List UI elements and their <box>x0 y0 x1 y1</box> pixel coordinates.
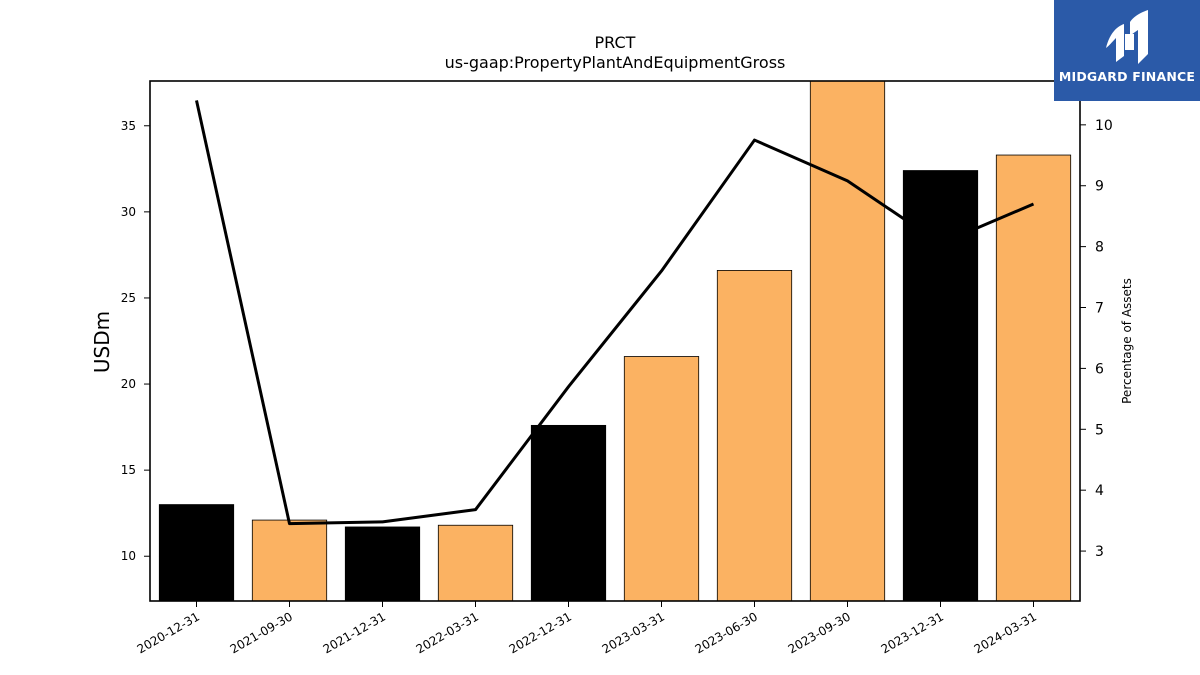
midgard-logo-icon <box>1106 10 1148 64</box>
chart-title: PRCT <box>595 33 636 52</box>
x-tick-label: 2022-12-31 <box>507 609 574 656</box>
x-tick-label: 2021-12-31 <box>321 609 388 656</box>
y-axis-label: USDm <box>90 311 114 373</box>
y-tick-label: 10 <box>121 549 136 563</box>
bar <box>437 524 514 601</box>
bar <box>344 526 421 601</box>
y2-tick-label: 10 <box>1095 118 1113 134</box>
y2-axis-label: Percentage of Assets <box>1120 278 1134 404</box>
y-tick-label: 35 <box>121 119 136 133</box>
x-tick-label: 2021-09-30 <box>228 609 295 656</box>
x-tick-label: 2023-06-30 <box>693 609 760 656</box>
y2-tick-label: 7 <box>1095 301 1104 317</box>
bars-layer <box>158 81 1072 601</box>
line-layer <box>195 100 1035 526</box>
y-tick-label: 20 <box>121 377 136 391</box>
chart-subtitle: us-gaap:PropertyPlantAndEquipmentGross <box>445 53 786 72</box>
bar <box>623 356 700 601</box>
plot-frame <box>149 80 1081 602</box>
logo-text: MIDGARD FINANCE <box>1058 69 1196 84</box>
y2-tick-label: 8 <box>1095 240 1104 256</box>
x-tick-label: 2022-03-31 <box>414 609 481 656</box>
bar <box>251 519 328 601</box>
percentage-line <box>195 100 1035 526</box>
y-tick-label: 25 <box>121 291 136 305</box>
y2-tick-label: 3 <box>1095 544 1104 560</box>
bar <box>902 170 979 601</box>
midgard-logo: MIDGARD FINANCE <box>1054 0 1200 101</box>
x-tick-label: 2023-03-31 <box>600 609 667 656</box>
bar <box>530 424 607 601</box>
bar <box>809 81 886 601</box>
y2-tick-label: 6 <box>1095 361 1104 377</box>
y2-tick-label: 9 <box>1095 179 1104 195</box>
x-tick-label: 2020-12-31 <box>135 609 202 656</box>
y-tick-label: 15 <box>121 463 136 477</box>
y-tick-label: 30 <box>121 205 136 219</box>
y2-tick-label: 4 <box>1095 483 1104 499</box>
y2-tick-label: 5 <box>1095 422 1104 438</box>
x-tick-label: 2024-03-31 <box>972 609 1039 656</box>
x-tick-label: 2023-09-30 <box>786 609 853 656</box>
x-tick-label: 2023-12-31 <box>879 609 946 656</box>
bar <box>995 154 1072 601</box>
bar <box>716 270 793 601</box>
bar <box>158 504 235 601</box>
